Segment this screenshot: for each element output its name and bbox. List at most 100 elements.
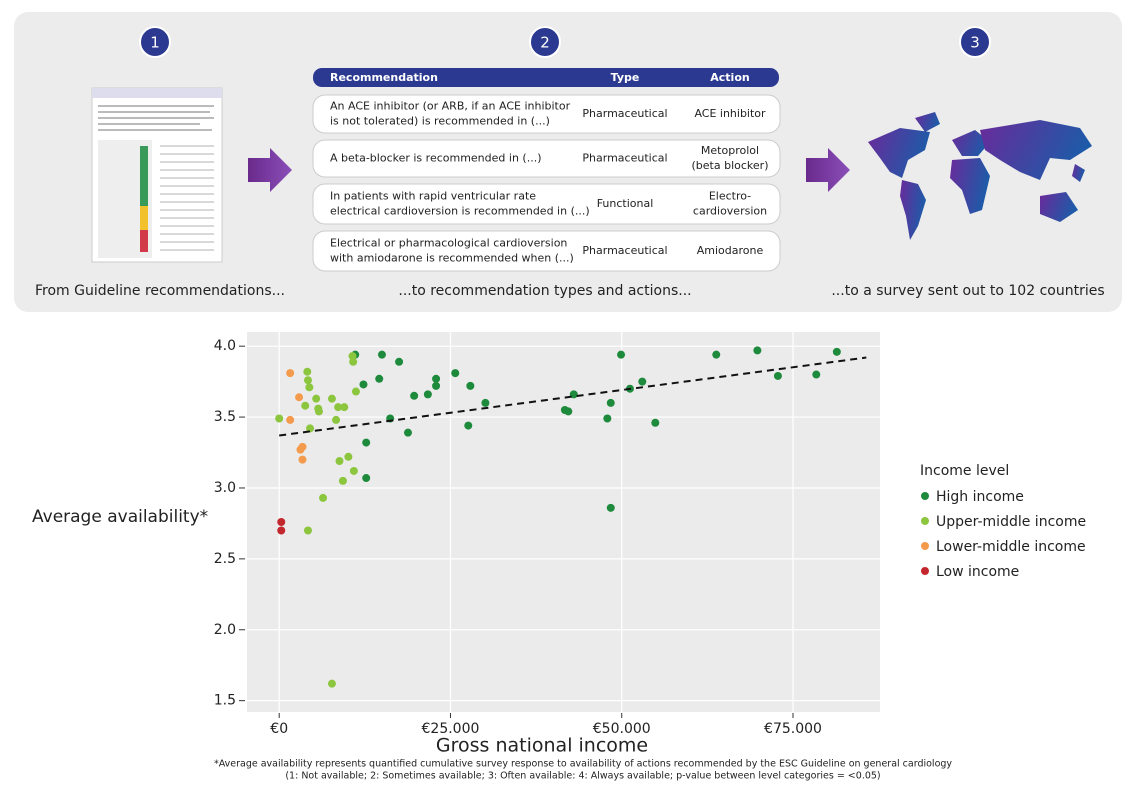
arrow [806, 148, 850, 192]
point [464, 421, 473, 430]
point [334, 403, 343, 412]
trend-line [279, 356, 867, 437]
point [375, 374, 384, 383]
y-tick-label: 2.5 [214, 551, 236, 567]
table-cell: Electrical or pharmacological cardiovers… [330, 237, 567, 250]
step-caption: From Guideline recommendations... [35, 283, 285, 299]
table-cell: An ACE inhibitor (or ARB, if an ACE inhi… [330, 100, 571, 113]
point [349, 357, 358, 366]
x-tick-label: €25.000 [422, 721, 480, 737]
table-cell: Electro- [709, 190, 751, 203]
footnote: (1: Not available; 2: Sometimes availabl… [285, 771, 880, 782]
point [753, 346, 762, 355]
point [432, 374, 441, 383]
step-number: 3 [970, 34, 980, 52]
table-cell: is not tolerated) is recommended in (...… [330, 115, 550, 128]
table-cell: Functional [597, 197, 654, 210]
y-tick-label: 3.0 [214, 480, 236, 496]
step-badge [529, 26, 561, 58]
point [832, 347, 841, 356]
table-row [312, 230, 781, 272]
table-header-cell: Recommendation [330, 71, 438, 84]
step-number: 1 [150, 34, 160, 52]
point [773, 371, 782, 380]
table-cell: with amiodarone is recommended when (...… [330, 252, 574, 265]
table-row [312, 139, 781, 178]
point [423, 390, 432, 399]
table-cell: Pharmaceutical [582, 244, 667, 257]
y-tick-label: 4.0 [214, 338, 236, 354]
arrow [248, 148, 292, 192]
point [338, 476, 347, 485]
legend-marker [921, 517, 929, 525]
point [305, 383, 314, 392]
point [344, 452, 353, 461]
world-map [868, 112, 1092, 240]
point [319, 493, 328, 502]
legend-marker [921, 492, 929, 500]
table-header-cell: Action [710, 71, 749, 84]
table-header [313, 68, 779, 87]
point [606, 503, 615, 512]
legend-marker [921, 542, 929, 550]
table-cell: (beta blocker) [692, 159, 769, 172]
footnote: *Average availability represents quantif… [214, 759, 952, 770]
point [303, 526, 312, 535]
y-tick-label: 3.5 [214, 409, 236, 425]
point [286, 369, 295, 378]
point [275, 414, 284, 423]
point [451, 369, 460, 378]
table-cell: In patients with rapid ventricular rate [330, 190, 536, 203]
point [277, 518, 286, 526]
point [395, 357, 404, 366]
y-tick-label: 1.5 [214, 693, 236, 709]
guideline-thumbnail [91, 87, 223, 263]
step-badge [959, 26, 991, 58]
point [306, 424, 315, 433]
legend-label: High income [936, 489, 1024, 505]
point [617, 350, 626, 359]
step-number: 2 [540, 34, 550, 52]
table-header-cell: Type [611, 71, 640, 84]
step-caption: ...to a survey sent out to 102 countries [831, 283, 1104, 299]
x-axis-label: Gross national income [436, 735, 648, 757]
point [335, 457, 344, 466]
point [606, 398, 615, 407]
point [362, 438, 371, 447]
legend-label: Upper-middle income [936, 514, 1086, 530]
point [301, 401, 310, 410]
point [286, 415, 295, 424]
plot-background [247, 332, 880, 712]
point [651, 418, 660, 427]
chart-area [247, 332, 880, 712]
point [481, 398, 490, 407]
table-row [312, 183, 781, 225]
table-row [312, 94, 781, 134]
point [327, 679, 336, 688]
point [377, 350, 386, 359]
table-cell: Pharmaceutical [582, 107, 667, 120]
table-cell: A beta-blocker is recommended in (...) [330, 152, 541, 165]
step-badge [139, 26, 171, 58]
legend-title: Income level [920, 463, 1009, 479]
table-cell: Metoprolol [701, 144, 759, 157]
point [362, 474, 371, 483]
point [410, 391, 419, 400]
point [432, 381, 441, 390]
point [351, 387, 360, 396]
point [298, 455, 307, 464]
y-tick-label: 2.0 [214, 622, 236, 638]
legend-marker [921, 567, 929, 575]
point [303, 367, 312, 376]
table-cell: cardioversion [693, 205, 767, 218]
point [296, 445, 305, 454]
point [314, 407, 323, 416]
legend-label: Low income [936, 564, 1019, 580]
point [603, 414, 612, 423]
point [332, 415, 341, 424]
point [466, 381, 475, 390]
x-tick-label: €75.000 [764, 721, 822, 737]
table-cell: ACE inhibitor [694, 107, 766, 120]
y-axis-label: Average availability* [32, 507, 208, 527]
